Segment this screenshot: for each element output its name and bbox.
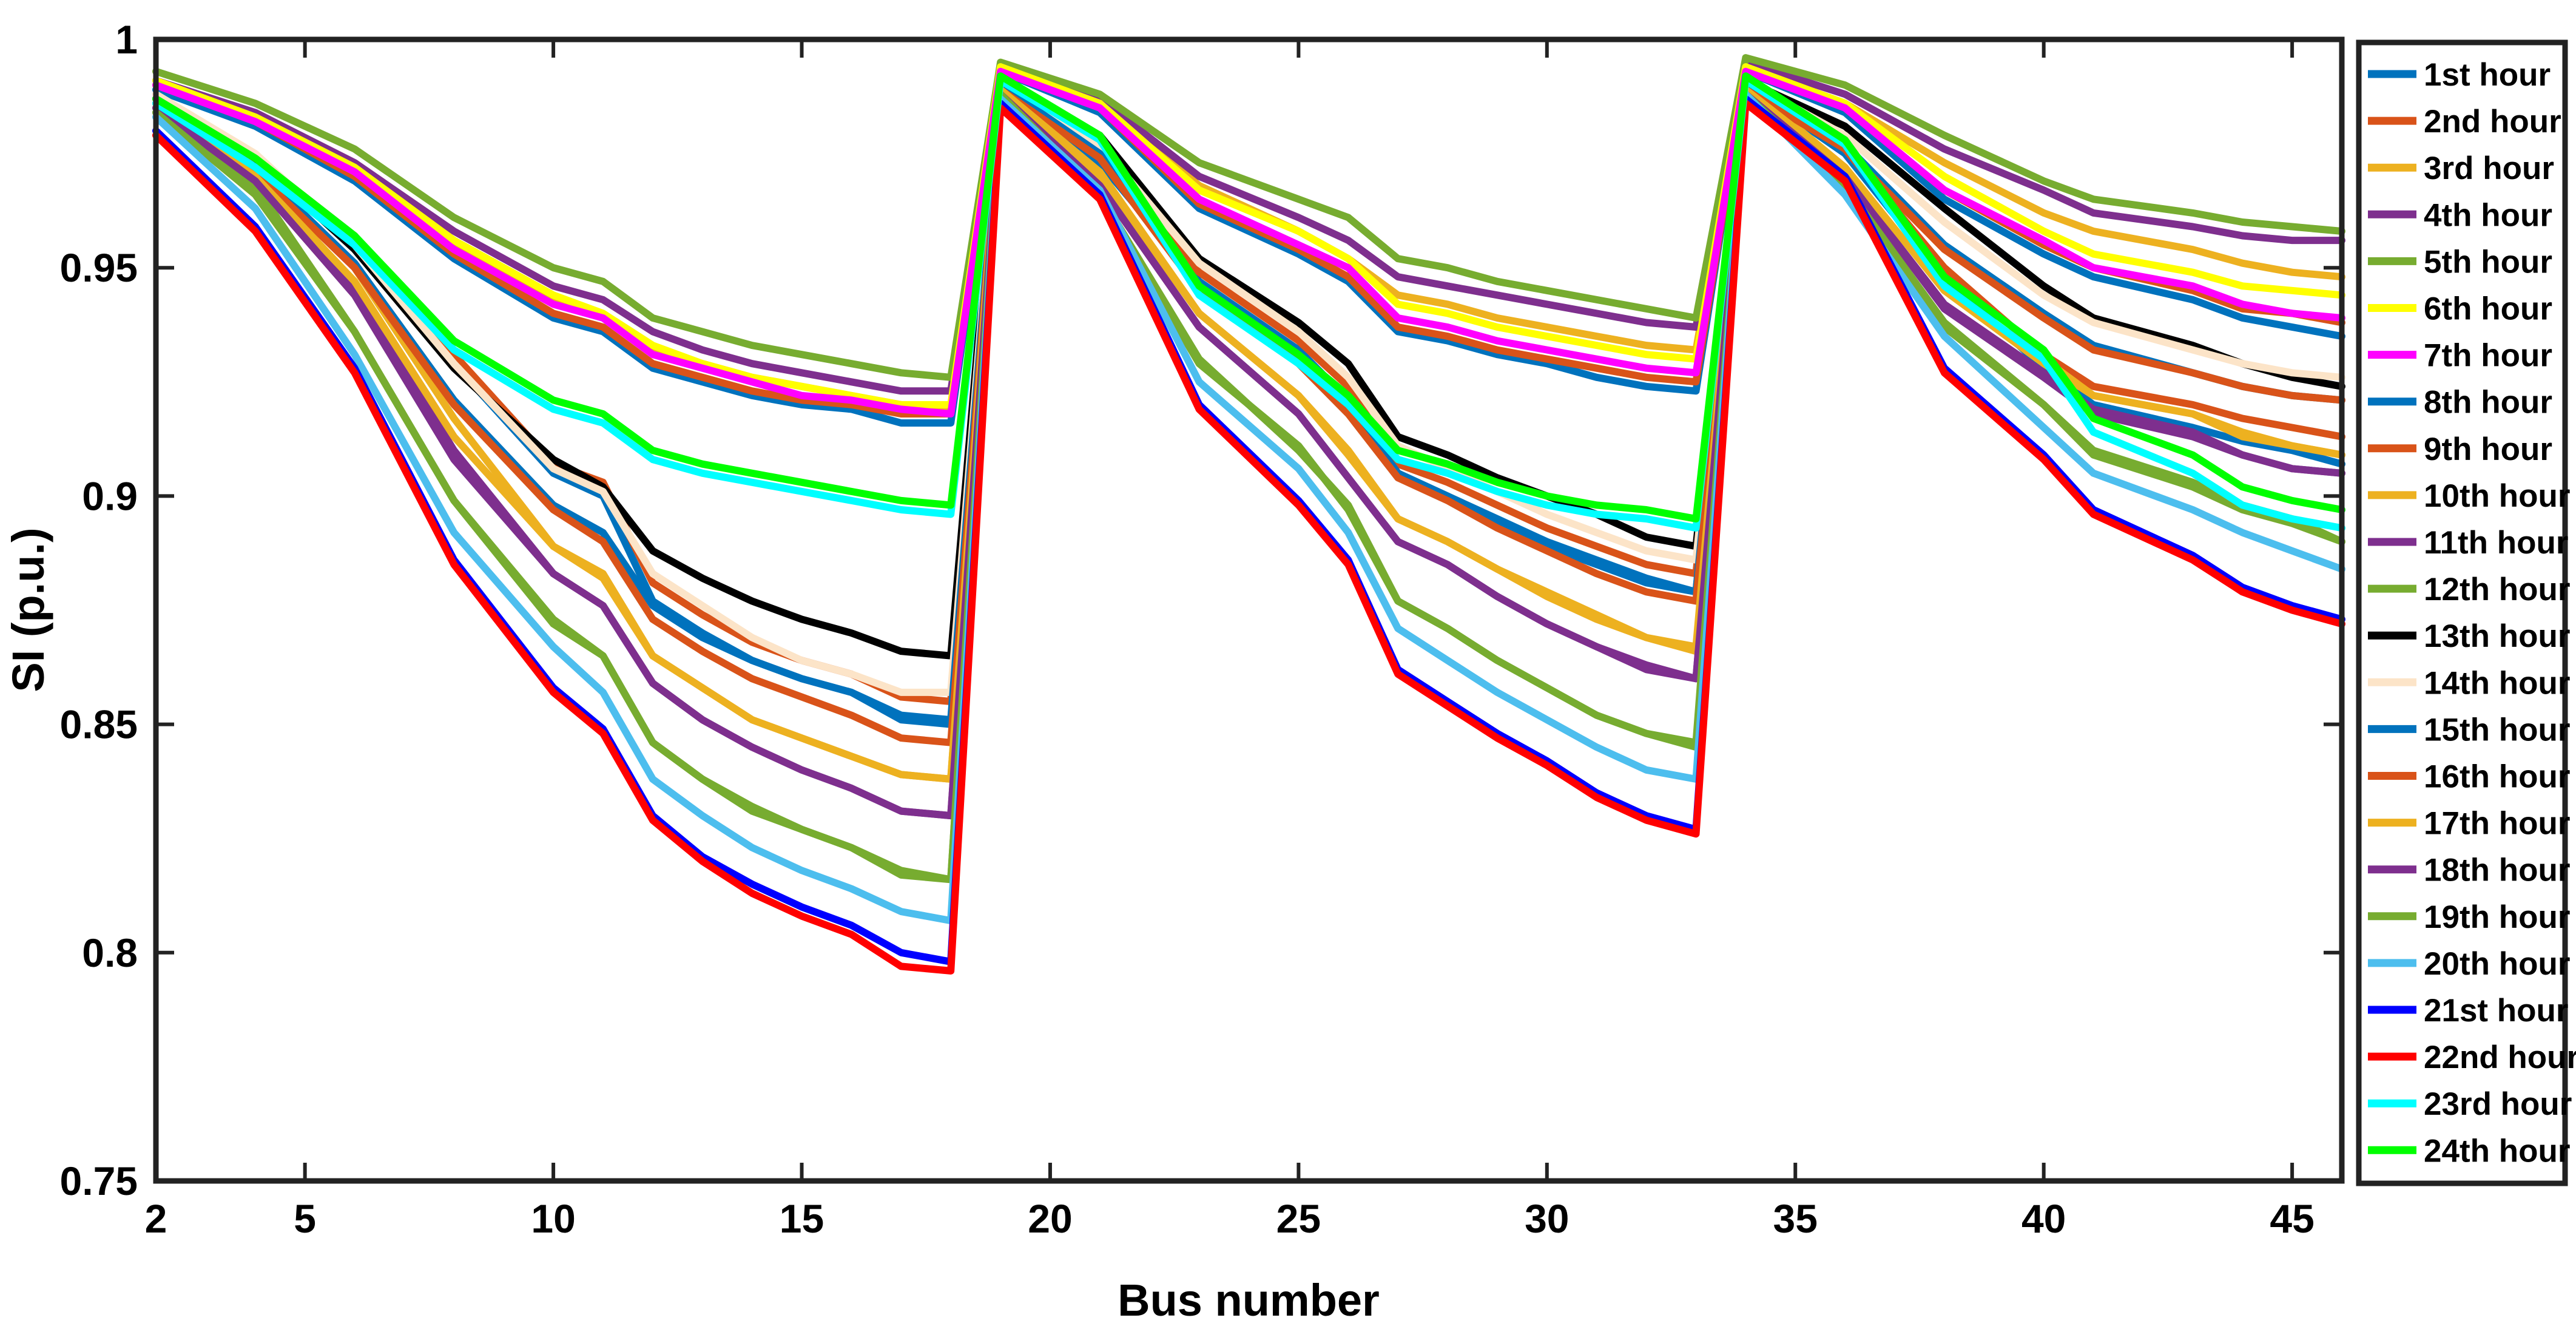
legend-items: 1st hour 2nd hour 3rd hour 4th hour 5th hour… bbox=[2368, 57, 2576, 1169]
x-axis-label: Bus number bbox=[1118, 1275, 1380, 1325]
legend-label: 3rd hour bbox=[2424, 150, 2554, 186]
legend-item: 12th hour bbox=[2368, 572, 2570, 607]
y-axis-ticks: 0.75 0.8 0.85 0.9 0.95 1 bbox=[60, 17, 2342, 1203]
legend-item: 1st hour bbox=[2368, 57, 2551, 93]
series-line-4 bbox=[152, 58, 2345, 395]
legend-item: 13th hour bbox=[2368, 618, 2570, 654]
legend-label: 9th hour bbox=[2424, 431, 2552, 467]
legend-item: 21st hour bbox=[2368, 993, 2569, 1029]
legend-label: 20th hour bbox=[2424, 946, 2570, 982]
legend-label: 4th hour bbox=[2424, 197, 2552, 233]
x-tick-label: 5 bbox=[294, 1196, 316, 1241]
legend-item: 4th hour bbox=[2368, 197, 2552, 233]
legend: 1st hour 2nd hour 3rd hour 4th hour 5th hour… bbox=[2356, 39, 2576, 1186]
legend-item: 15th hour bbox=[2368, 712, 2570, 748]
legend-label: 10th hour bbox=[2424, 478, 2570, 514]
series-line-6 bbox=[152, 63, 2345, 408]
legend-item: 5th hour bbox=[2368, 244, 2552, 280]
legend-label: 24th hour bbox=[2424, 1133, 2570, 1169]
plot-lines bbox=[152, 54, 2345, 975]
x-tick-label: 45 bbox=[2270, 1196, 2314, 1241]
legend-label: 21st hour bbox=[2424, 993, 2569, 1029]
legend-item: 14th hour bbox=[2368, 665, 2570, 701]
legend-item: 10th hour bbox=[2368, 478, 2570, 514]
series-line-23 bbox=[152, 76, 2345, 532]
x-tick-label: 2 bbox=[145, 1196, 167, 1241]
legend-label: 17th hour bbox=[2424, 806, 2570, 842]
legend-item: 20th hour bbox=[2368, 946, 2570, 982]
series-line-20 bbox=[152, 90, 2345, 925]
legend-item: 6th hour bbox=[2368, 291, 2552, 327]
legend-item: 11th hour bbox=[2368, 525, 2569, 561]
legend-item: 23rd hour bbox=[2368, 1086, 2572, 1122]
x-tick-label: 10 bbox=[531, 1196, 575, 1241]
legend-label: 14th hour bbox=[2424, 665, 2570, 701]
legend-item: 19th hour bbox=[2368, 899, 2570, 935]
legend-frame bbox=[2356, 39, 2568, 1186]
legend-label: 5th hour bbox=[2424, 244, 2552, 280]
x-tick-label: 25 bbox=[1276, 1196, 1321, 1241]
legend-item: 2nd hour bbox=[2368, 104, 2561, 140]
legend-label: 8th hour bbox=[2424, 385, 2552, 421]
legend-item: 9th hour bbox=[2368, 431, 2552, 467]
y-tick-label: 0.9 bbox=[82, 473, 138, 518]
series-line-17 bbox=[152, 86, 2345, 783]
x-tick-label: 15 bbox=[780, 1196, 824, 1241]
axes-frame bbox=[153, 36, 2345, 1184]
x-tick-label: 30 bbox=[1525, 1196, 1569, 1241]
legend-item: 3rd hour bbox=[2368, 150, 2554, 186]
legend-item: 24th hour bbox=[2368, 1133, 2570, 1169]
legend-label: 6th hour bbox=[2424, 291, 2552, 327]
legend-label: 15th hour bbox=[2424, 712, 2570, 748]
x-tick-label: 40 bbox=[2021, 1196, 2066, 1241]
series-line-13 bbox=[152, 76, 2345, 660]
y-tick-label: 0.85 bbox=[60, 702, 138, 747]
series-line-24 bbox=[152, 72, 2345, 522]
legend-item: 16th hour bbox=[2368, 759, 2570, 795]
series-line-19 bbox=[152, 90, 2345, 884]
legend-label: 23rd hour bbox=[2424, 1086, 2572, 1122]
series-line-18 bbox=[152, 90, 2345, 820]
y-tick-label: 0.95 bbox=[60, 245, 138, 290]
y-axis-label: SI (p.u.) bbox=[3, 527, 53, 692]
y-tick-label: 0.8 bbox=[82, 930, 138, 975]
x-tick-label: 35 bbox=[1773, 1196, 1818, 1241]
legend-label: 7th hour bbox=[2424, 338, 2552, 374]
x-tick-label: 20 bbox=[1028, 1196, 1072, 1241]
legend-item: 17th hour bbox=[2368, 806, 2570, 842]
legend-label: 2nd hour bbox=[2424, 104, 2561, 140]
legend-label: 22nd hour bbox=[2424, 1040, 2576, 1075]
legend-label: 18th hour bbox=[2424, 853, 2570, 888]
legend-label: 13th hour bbox=[2424, 618, 2570, 654]
legend-label: 16th hour bbox=[2424, 759, 2570, 795]
legend-label: 11th hour bbox=[2424, 525, 2569, 561]
legend-item: 18th hour bbox=[2368, 853, 2570, 888]
legend-label: 1st hour bbox=[2424, 57, 2551, 93]
x-axis-ticks: 2 5 10 15 20 25 30 35 40 45 bbox=[145, 39, 2315, 1241]
series-line-22 bbox=[152, 100, 2345, 975]
series-line-1 bbox=[152, 67, 2345, 427]
legend-item: 8th hour bbox=[2368, 385, 2552, 421]
legend-label: 12th hour bbox=[2424, 572, 2570, 607]
y-tick-label: 0.75 bbox=[60, 1158, 138, 1203]
y-tick-label: 1 bbox=[115, 17, 138, 62]
legend-item: 7th hour bbox=[2368, 338, 2552, 374]
legend-label: 19th hour bbox=[2424, 899, 2570, 935]
series-line-14 bbox=[152, 76, 2345, 696]
series-line-5 bbox=[152, 54, 2345, 381]
legend-item: 22nd hour bbox=[2368, 1040, 2576, 1075]
series-line-7 bbox=[152, 67, 2345, 418]
